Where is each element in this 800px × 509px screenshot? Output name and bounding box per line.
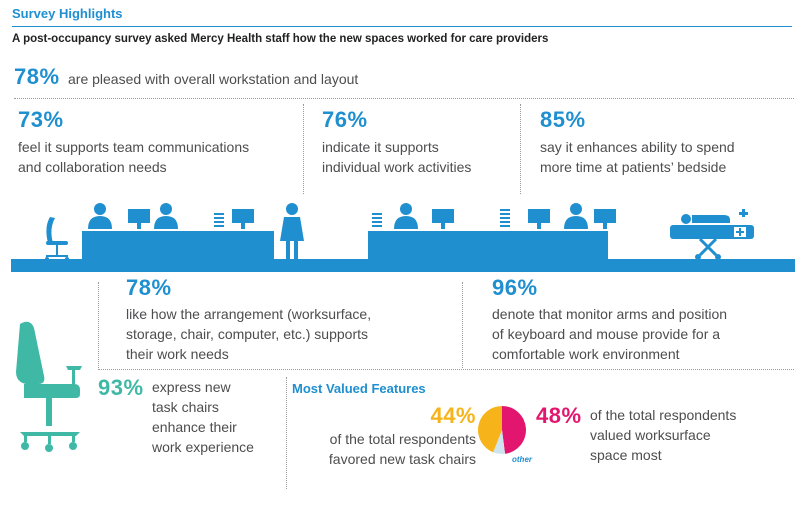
stat-bedside: 85% say it enhances ability to spend mor… (540, 107, 790, 177)
stat-monitor-line1: denote that monitor arms and position (492, 306, 728, 322)
stat-arrangement-pct: 78% (126, 275, 172, 300)
features-heading: Most Valued Features (292, 381, 426, 396)
pie-slice-other (493, 430, 506, 454)
monitor-icon (232, 209, 254, 229)
stat-chairs: 93% express new task chairs enhance thei… (98, 375, 254, 457)
stat-monitor: 96% denote that monitor arms and positio… (492, 275, 792, 364)
stat-individual-line1: indicate it supports (322, 139, 439, 155)
title-divider (12, 26, 792, 27)
feature-worksurface: 48% of the total respondents valued work… (536, 403, 736, 465)
stat-team-pct: 73% (18, 107, 64, 132)
stat-overall-text: are pleased with overall workstation and… (68, 71, 359, 87)
row-divider-2 (98, 369, 794, 370)
workspace-illustration (0, 195, 800, 275)
col-divider-1 (303, 104, 304, 194)
stat-monitor-line2: of keyboard and mouse provide for a (492, 326, 721, 342)
monitor-icon (594, 209, 616, 229)
stat-arrangement: 78% like how the arrangement (worksurfac… (126, 275, 456, 364)
stat-chairs-pct: 93% (98, 375, 144, 400)
stat-monitor-pct: 96% (492, 275, 538, 300)
person-icon (280, 203, 304, 259)
stat-team-line2: and collaboration needs (18, 159, 167, 175)
page-title: Survey Highlights (12, 6, 123, 21)
stat-chairs-line3: enhance their (152, 419, 237, 435)
stat-overall-pct: 78% (14, 64, 60, 89)
stat-bedside-line1: say it enhances ability to spend (540, 139, 735, 155)
col-divider-5 (286, 377, 287, 489)
feature-worksurface-line2: valued worksurface (590, 427, 711, 443)
person-icon (564, 203, 588, 229)
stat-individual-pct: 76% (322, 107, 368, 132)
pie-slice-worksurface (502, 406, 526, 454)
stat-individual-line2: individual work activities (322, 159, 472, 175)
person-icon (154, 203, 178, 229)
features-pie-chart (476, 404, 528, 456)
monitor-icon (128, 209, 150, 229)
feature-chairs-line1: of the total respondents (329, 431, 476, 447)
document-stack-icon (500, 209, 510, 227)
office-chair-icon (45, 217, 69, 261)
document-stack-icon (372, 213, 382, 227)
col-divider-4 (462, 282, 463, 368)
patient-bed-icon (670, 209, 754, 260)
person-icon (394, 203, 418, 229)
monitor-icon (528, 209, 550, 229)
page-subtitle: A post-occupancy survey asked Mercy Heal… (12, 33, 549, 45)
feature-worksurface-pct: 48% (536, 403, 582, 428)
stat-arrangement-line3: their work needs (126, 346, 229, 362)
document-stack-icon (214, 213, 224, 227)
feature-chairs-line2: favored new task chairs (328, 451, 476, 467)
col-divider-2 (520, 104, 521, 194)
stat-individual: 76% indicate it supports individual work… (322, 107, 512, 177)
stat-monitor-line3: comfortable work environment (492, 346, 680, 362)
floor-band (11, 259, 795, 272)
stat-arrangement-line2: storage, chair, computer, etc.) supports (126, 326, 369, 342)
col-divider-3 (98, 282, 99, 368)
stat-bedside-line2: more time at patients’ bedside (540, 159, 727, 175)
stat-team-line1: feel it supports team communications (18, 139, 250, 155)
feature-chairs-pct: 44% (430, 403, 476, 428)
stat-arrangement-line1: like how the arrangement (worksurface, (126, 306, 372, 322)
stat-chairs-line4: work experience (152, 439, 254, 455)
person-icon (88, 203, 112, 229)
pie-other-label: other (512, 455, 532, 464)
feature-chairs: 44% of the total respondents favored new… (300, 403, 476, 469)
feature-worksurface-line1: of the total respondents (590, 407, 737, 423)
stat-chairs-line2: task chairs (152, 399, 219, 415)
monitor-icon (432, 209, 454, 229)
stat-bedside-pct: 85% (540, 107, 586, 132)
stat-team: 73% feel it supports team communications… (18, 107, 298, 177)
pie-slice-chairs (478, 406, 502, 453)
task-chair-icon (6, 318, 92, 458)
feature-worksurface-line3: space most (590, 447, 662, 463)
row-divider-1 (14, 98, 794, 99)
stat-chairs-line1: express new (152, 379, 231, 395)
stat-overall: 78% are pleased with overall workstation… (14, 64, 358, 90)
